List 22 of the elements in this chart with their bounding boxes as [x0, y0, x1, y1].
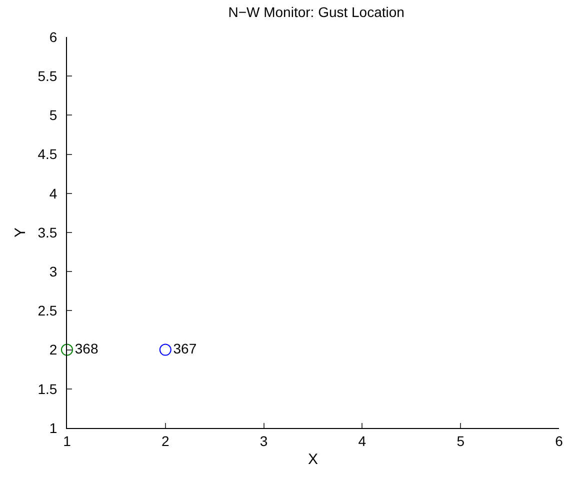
- series-label: 367: [173, 340, 197, 356]
- x-tick-label: 4: [358, 432, 366, 449]
- y-tick-label: 2.5: [38, 302, 58, 319]
- x-tick-label: 1: [63, 432, 72, 449]
- y-tick-label: 5: [49, 107, 58, 124]
- y-axis-title: Y: [12, 227, 29, 238]
- y-tick-label: 3: [49, 264, 58, 280]
- x-tick-label: 6: [555, 432, 564, 449]
- y-tick-label: 1.5: [38, 380, 58, 397]
- y-tick-label: 2: [49, 342, 58, 358]
- x-axis-title: X: [308, 450, 318, 468]
- y-tick-label: 3.5: [38, 224, 58, 240]
- chart-title: N−W Monitor: Gust Location: [228, 4, 404, 20]
- y-tick-label: 6: [49, 28, 58, 45]
- y-tick-label: 4: [49, 185, 58, 202]
- x-tick-label: 2: [162, 432, 170, 449]
- x-tick-label: 5: [456, 432, 465, 449]
- y-tick-label: 5.5: [38, 68, 58, 84]
- y-tick-label: 1: [49, 420, 58, 436]
- y-tick-label: 4.5: [38, 146, 58, 162]
- series-label: 368: [74, 340, 98, 356]
- x-tick-label: 3: [260, 432, 268, 449]
